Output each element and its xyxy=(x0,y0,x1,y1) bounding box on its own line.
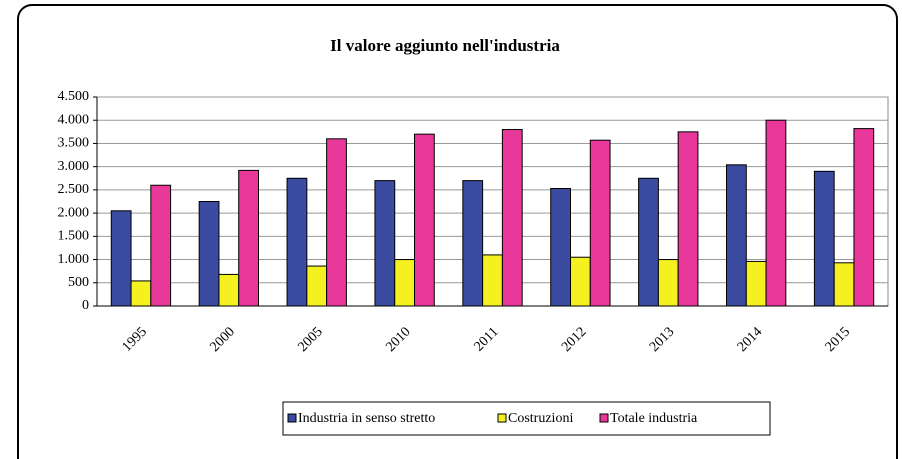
bar xyxy=(198,201,220,307)
y-tick-label: 1.500 xyxy=(58,229,90,244)
bar xyxy=(589,139,611,307)
bar xyxy=(326,138,347,307)
bar xyxy=(374,180,396,307)
bar xyxy=(833,262,855,307)
bar xyxy=(570,256,591,307)
bar xyxy=(150,184,172,307)
bar xyxy=(550,187,572,307)
y-tick-label: 500 xyxy=(68,275,89,290)
bar xyxy=(238,169,259,307)
y-tick-label: 1.000 xyxy=(58,252,90,267)
bar xyxy=(677,131,699,307)
legend-swatch xyxy=(287,413,297,423)
bar xyxy=(110,210,132,307)
legend-label: Totale industria xyxy=(610,411,698,426)
legend-swatch xyxy=(599,413,609,423)
bar xyxy=(462,180,484,307)
bar xyxy=(745,260,767,307)
y-tick-label: 4.000 xyxy=(58,112,90,127)
y-tick-label: 2.500 xyxy=(58,182,90,197)
bar xyxy=(726,164,747,307)
bar xyxy=(306,265,328,307)
bar xyxy=(765,119,787,307)
bar xyxy=(394,259,415,307)
legend-swatch xyxy=(497,413,507,423)
y-tick-label: 0 xyxy=(82,298,89,313)
bar xyxy=(638,177,659,307)
y-tick-label: 3.000 xyxy=(58,159,90,174)
bar xyxy=(286,177,308,307)
legend-label: Industria in senso stretto xyxy=(298,411,435,426)
bar xyxy=(130,280,152,307)
y-tick-label: 4.500 xyxy=(58,89,90,104)
legend xyxy=(282,401,771,436)
chart-title: Il valore aggiunto nell'industria xyxy=(330,36,560,55)
bar xyxy=(482,254,503,307)
bar xyxy=(853,128,875,307)
y-tick-label: 2.000 xyxy=(58,205,90,220)
bar xyxy=(501,129,523,307)
bar xyxy=(413,133,435,307)
bar xyxy=(813,170,835,307)
legend-label: Costruzioni xyxy=(508,411,573,426)
bar xyxy=(218,273,240,307)
bar xyxy=(657,259,679,307)
y-tick-label: 3.500 xyxy=(58,136,90,151)
